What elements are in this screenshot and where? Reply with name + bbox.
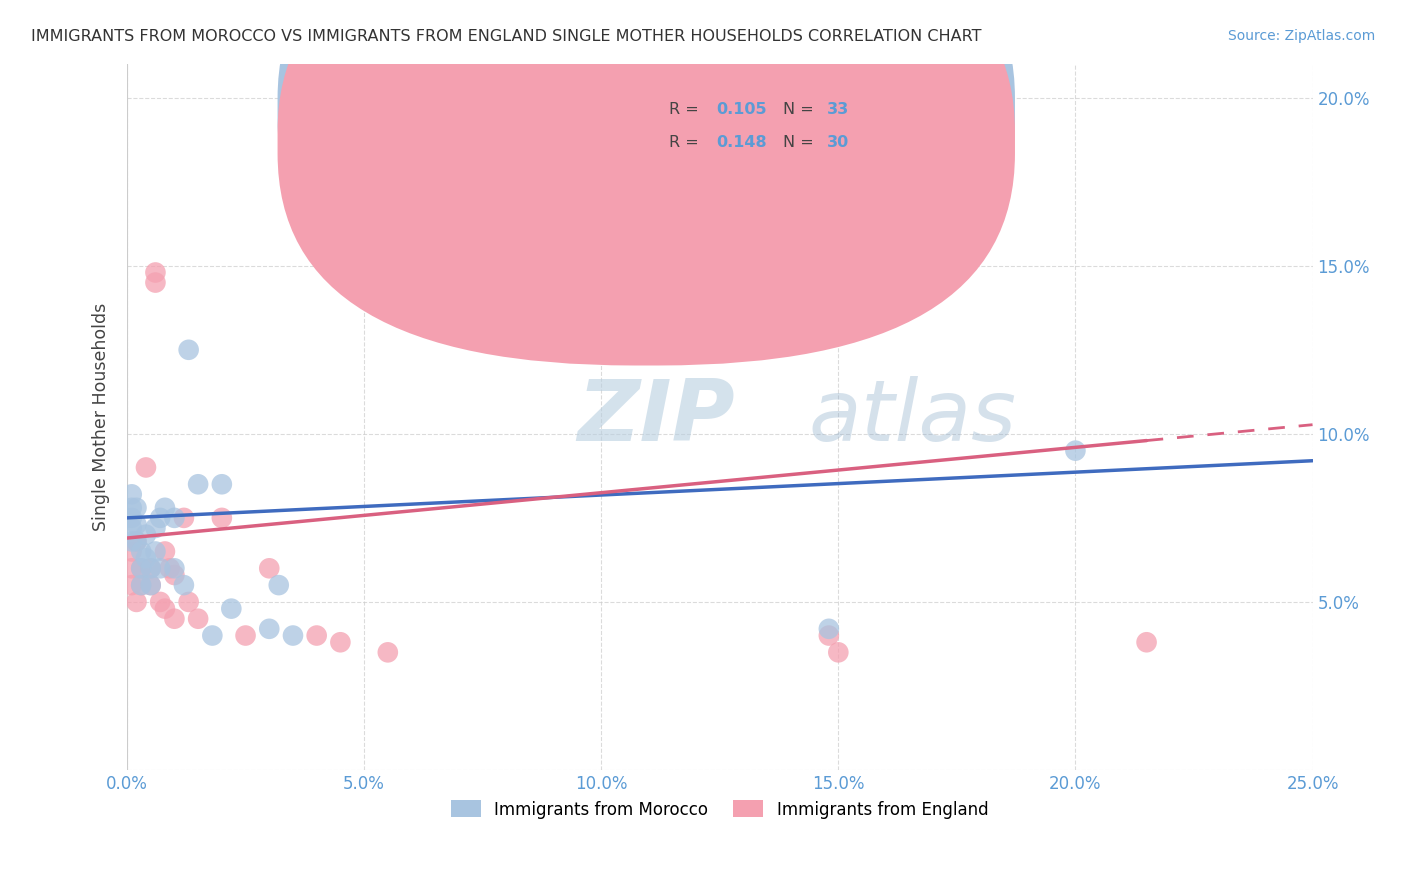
Point [177,595,200,609]
Point [153,544,176,558]
Point [149,511,172,525]
Y-axis label: Single Mother Households: Single Mother Households [93,303,110,531]
Point [827,645,849,659]
Point [187,477,209,491]
Text: IMMIGRANTS FROM MOROCCO VS IMMIGRANTS FROM ENGLAND SINGLE MOTHER HOUSEHOLDS CORR: IMMIGRANTS FROM MOROCCO VS IMMIGRANTS FR… [31,29,981,44]
Point [121,500,143,515]
Point [145,265,167,279]
Point [139,578,162,592]
Text: 0.105: 0.105 [716,102,766,117]
Point [129,544,152,558]
Point [149,561,172,575]
Point [163,511,186,525]
Point [139,561,162,575]
FancyBboxPatch shape [277,0,1015,366]
Point [211,477,233,491]
Point [1135,635,1157,649]
Point [145,521,167,535]
Legend: Immigrants from Morocco, Immigrants from England: Immigrants from Morocco, Immigrants from… [444,794,995,825]
Point [125,500,148,515]
Point [121,578,143,592]
Point [145,276,167,290]
Point [259,561,281,575]
Point [139,578,162,592]
Point [125,517,148,532]
Point [121,561,143,575]
Text: 33: 33 [827,102,849,117]
Point [121,544,143,558]
Point [377,645,399,659]
Text: R =: R = [669,135,703,150]
Point [145,544,167,558]
Point [818,622,841,636]
Point [329,635,352,649]
Point [235,628,257,642]
FancyBboxPatch shape [619,86,921,167]
Point [305,628,328,642]
Point [121,487,143,501]
Text: Source: ZipAtlas.com: Source: ZipAtlas.com [1227,29,1375,43]
Text: atlas: atlas [808,376,1017,458]
Text: 0.148: 0.148 [716,135,766,150]
Point [163,561,186,575]
FancyBboxPatch shape [277,0,1015,333]
Point [153,601,176,615]
Point [177,343,200,357]
Point [129,578,152,592]
Point [173,511,195,525]
Point [1064,443,1087,458]
Point [149,595,172,609]
Point [139,561,162,575]
Point [129,578,152,592]
Text: R =: R = [669,102,703,117]
Text: N =: N = [783,102,818,117]
Point [163,612,186,626]
Point [201,628,224,642]
Point [187,612,209,626]
Point [135,527,157,541]
Point [221,601,243,615]
Point [121,521,143,535]
Point [267,578,290,592]
Point [121,534,143,549]
Point [129,561,152,575]
Point [129,561,152,575]
Text: 30: 30 [827,135,849,150]
Text: ZIP: ZIP [578,376,735,458]
Point [163,568,186,582]
Point [125,534,148,549]
Point [211,511,233,525]
Point [173,578,195,592]
Point [121,511,143,525]
Point [125,534,148,549]
Point [135,460,157,475]
Point [159,561,181,575]
Text: N =: N = [783,135,818,150]
Point [153,500,176,515]
Point [259,622,281,636]
Point [125,595,148,609]
Point [818,628,841,642]
Point [281,628,304,642]
Point [135,551,157,566]
